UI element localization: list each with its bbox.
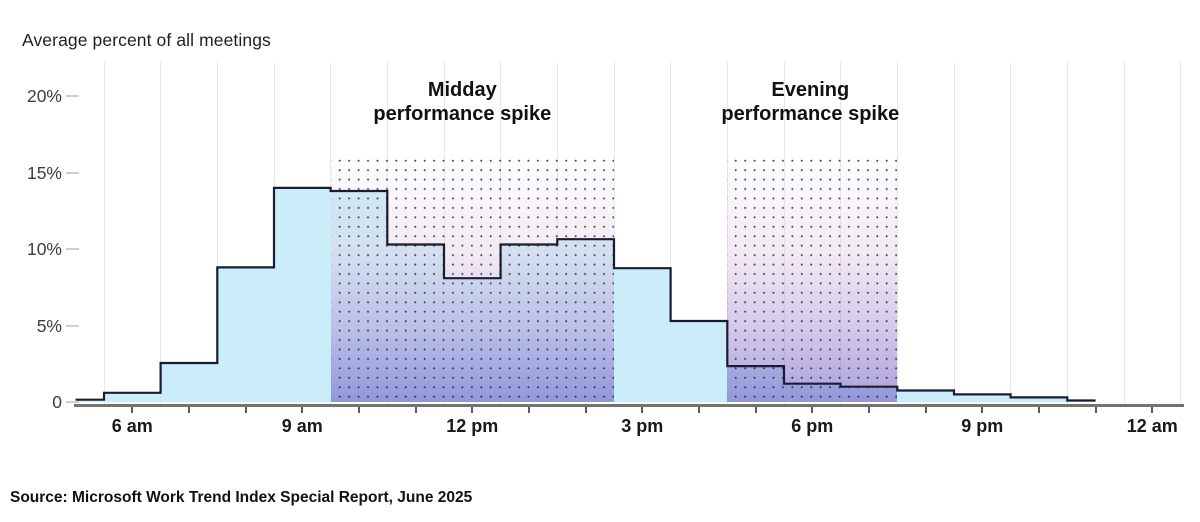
x-tick: [584, 407, 587, 413]
x-tick: [414, 407, 417, 413]
x-tick-label: 9 am: [281, 416, 323, 436]
x-tick-label: 6 pm: [791, 416, 834, 436]
y-tick-dash: [66, 324, 79, 327]
y-tick-dash: [66, 401, 79, 403]
evening-spike-annotation-line1: Evening: [771, 79, 850, 101]
x-tick: [131, 407, 134, 413]
x-tick: [301, 407, 304, 413]
x-tick: [981, 407, 984, 413]
gridline: [160, 62, 162, 404]
x-tick-label: 6 am: [111, 416, 153, 436]
y-tick-label: 15%: [26, 162, 62, 183]
x-tick-label: 3 pm: [621, 416, 664, 436]
x-tick: [471, 407, 474, 413]
y-tick-label: 20%: [26, 86, 62, 107]
x-tick-label: 9 pm: [961, 416, 1004, 436]
x-tick: [924, 407, 927, 413]
x-tick-label: 12 pm: [446, 416, 499, 436]
x-tick-label: 12 am: [1126, 416, 1178, 436]
chart-title: Average percent of all meetings: [22, 30, 271, 50]
x-tick: [188, 407, 190, 413]
x-tick: [698, 407, 700, 413]
y-tick-dash: [66, 248, 79, 251]
x-tick: [528, 407, 530, 413]
gridline: [273, 62, 275, 404]
x-tick: [244, 407, 247, 413]
midday-spike-band: [330, 152, 614, 402]
gridline: [216, 62, 218, 404]
x-tick: [1038, 407, 1040, 413]
source-caption: Source: Microsoft Work Trend Index Speci…: [10, 489, 473, 506]
y-tick-dash: [66, 171, 79, 174]
midday-spike-annotation-line1: Midday: [427, 79, 497, 101]
evening-spike-annotation-line2: performance spike: [721, 103, 900, 125]
evening-spike-band: [727, 152, 898, 402]
gridline: [1180, 62, 1182, 404]
y-tick-dash: [66, 95, 79, 98]
x-tick: [754, 407, 757, 413]
gridline: [1123, 62, 1125, 404]
gridline: [1066, 62, 1068, 404]
x-axis-line: [74, 404, 1184, 407]
y-tick-label: 0: [52, 392, 62, 412]
evening-spike-annotation: Evening performance spike: [650, 78, 970, 126]
x-tick: [358, 407, 360, 413]
x-tick: [868, 407, 870, 413]
midday-spike-annotation: Midday performance spike: [302, 78, 622, 126]
x-tick: [1151, 407, 1154, 413]
y-tick-label: 10%: [26, 239, 62, 260]
x-tick: [1094, 407, 1097, 413]
y-tick-label: 5%: [36, 315, 62, 336]
x-tick: [641, 407, 644, 413]
x-tick: [811, 407, 814, 413]
gridline: [103, 62, 105, 404]
midday-spike-annotation-line2: performance spike: [373, 103, 552, 125]
gridline: [1010, 62, 1012, 404]
